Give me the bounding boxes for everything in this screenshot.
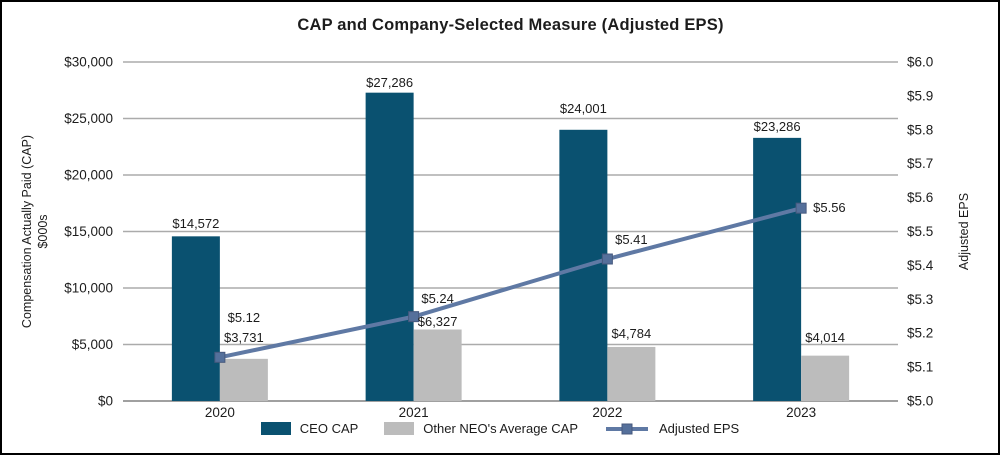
- left-axis-title: Compensation Actually Paid (CAP): [20, 135, 34, 328]
- adjusted-eps-marker-2021: [408, 311, 420, 323]
- adjusted-eps-marker-2020: [214, 351, 226, 363]
- left-axis-tick: $5,000: [72, 337, 113, 352]
- label-adjusted-eps-2023: $5.56: [813, 200, 846, 215]
- label-adjusted-eps-2022: $5.41: [615, 232, 648, 247]
- bar-other-neo-cap-2021: [413, 329, 462, 401]
- right-axis-tick: $5.8: [907, 122, 933, 137]
- label-other-neo-cap-2022: $4,784: [611, 326, 651, 341]
- x-axis-label-2022: 2022: [592, 405, 622, 420]
- left-axis-tick: $0: [98, 394, 113, 409]
- right-axis-tick: $5.4: [907, 258, 934, 273]
- left-axis-tick: $15,000: [64, 224, 113, 239]
- bar-other-neo-cap-2023: [801, 355, 850, 401]
- left-axis-tick: $30,000: [64, 55, 113, 70]
- left-axis-tick: $25,000: [64, 111, 113, 126]
- x-axis-label-2023: 2023: [786, 405, 816, 420]
- label-adjusted-eps-2020: $5.12: [228, 310, 261, 325]
- bar-other-neo-cap-2020: [219, 358, 268, 401]
- legend-label-other-neo: Other NEO's Average CAP: [423, 421, 578, 436]
- adjusted-eps-line-marker-icon: [606, 423, 648, 434]
- chart-title: CAP and Company-Selected Measure (Adjust…: [297, 16, 724, 34]
- legend-label-adjusted-eps: Adjusted EPS: [659, 421, 740, 436]
- right-axis-tick: $5.5: [907, 224, 933, 239]
- label-adjusted-eps-2021: $5.24: [421, 291, 454, 306]
- legend-item-other-neo: Other NEO's Average CAP: [384, 421, 578, 436]
- adjusted-eps-marker-2023: [795, 202, 807, 214]
- right-axis-tick: $5.9: [907, 88, 933, 103]
- right-axis-tick: $5.6: [907, 190, 933, 205]
- right-axis-tick: $5.1: [907, 360, 933, 375]
- left-axis-tick: $10,000: [64, 281, 113, 296]
- label-ceo-cap-2020: $14,572: [172, 216, 219, 231]
- adjusted-eps-line: [219, 206, 802, 360]
- left-axis-tick: $20,000: [64, 168, 113, 183]
- legend-label-ceo-cap: CEO CAP: [299, 421, 359, 436]
- bar-other-neo-cap-2022: [607, 346, 656, 401]
- legend: CEO CAP Other NEO's Average CAP Adjusted…: [2, 421, 998, 436]
- left-axis-title-units: $000s: [36, 214, 50, 248]
- right-axis-tick: $6.0: [907, 55, 933, 70]
- legend-item-adjusted-eps: Adjusted EPS: [604, 421, 739, 436]
- x-axis-label-2020: 2020: [205, 405, 235, 420]
- other-neo-swatch-icon: [384, 422, 415, 435]
- bar-ceo-cap-2021: [365, 92, 414, 401]
- legend-item-ceo-cap: CEO CAP: [260, 421, 359, 436]
- right-axis-tick: $5.2: [907, 326, 933, 341]
- label-other-neo-cap-2020: $3,731: [224, 330, 264, 345]
- right-axis-title: Adjusted EPS: [957, 193, 971, 270]
- ceo-cap-swatch-icon: [260, 422, 291, 435]
- label-ceo-cap-2021: $27,286: [366, 75, 413, 90]
- bar-ceo-cap-2020: [171, 236, 220, 401]
- label-ceo-cap-2022: $24,001: [560, 101, 607, 116]
- right-axis-tick: $5.3: [907, 292, 933, 307]
- right-axis-tick: $5.0: [907, 394, 933, 409]
- label-other-neo-cap-2021: $6,327: [418, 314, 458, 329]
- label-other-neo-cap-2023: $4,014: [805, 330, 845, 345]
- right-axis-tick: $5.7: [907, 156, 933, 171]
- label-ceo-cap-2023: $23,286: [754, 119, 801, 134]
- x-axis-label-2021: 2021: [399, 405, 429, 420]
- bar-ceo-cap-2023: [753, 137, 802, 401]
- adjusted-eps-marker-2022: [601, 253, 613, 265]
